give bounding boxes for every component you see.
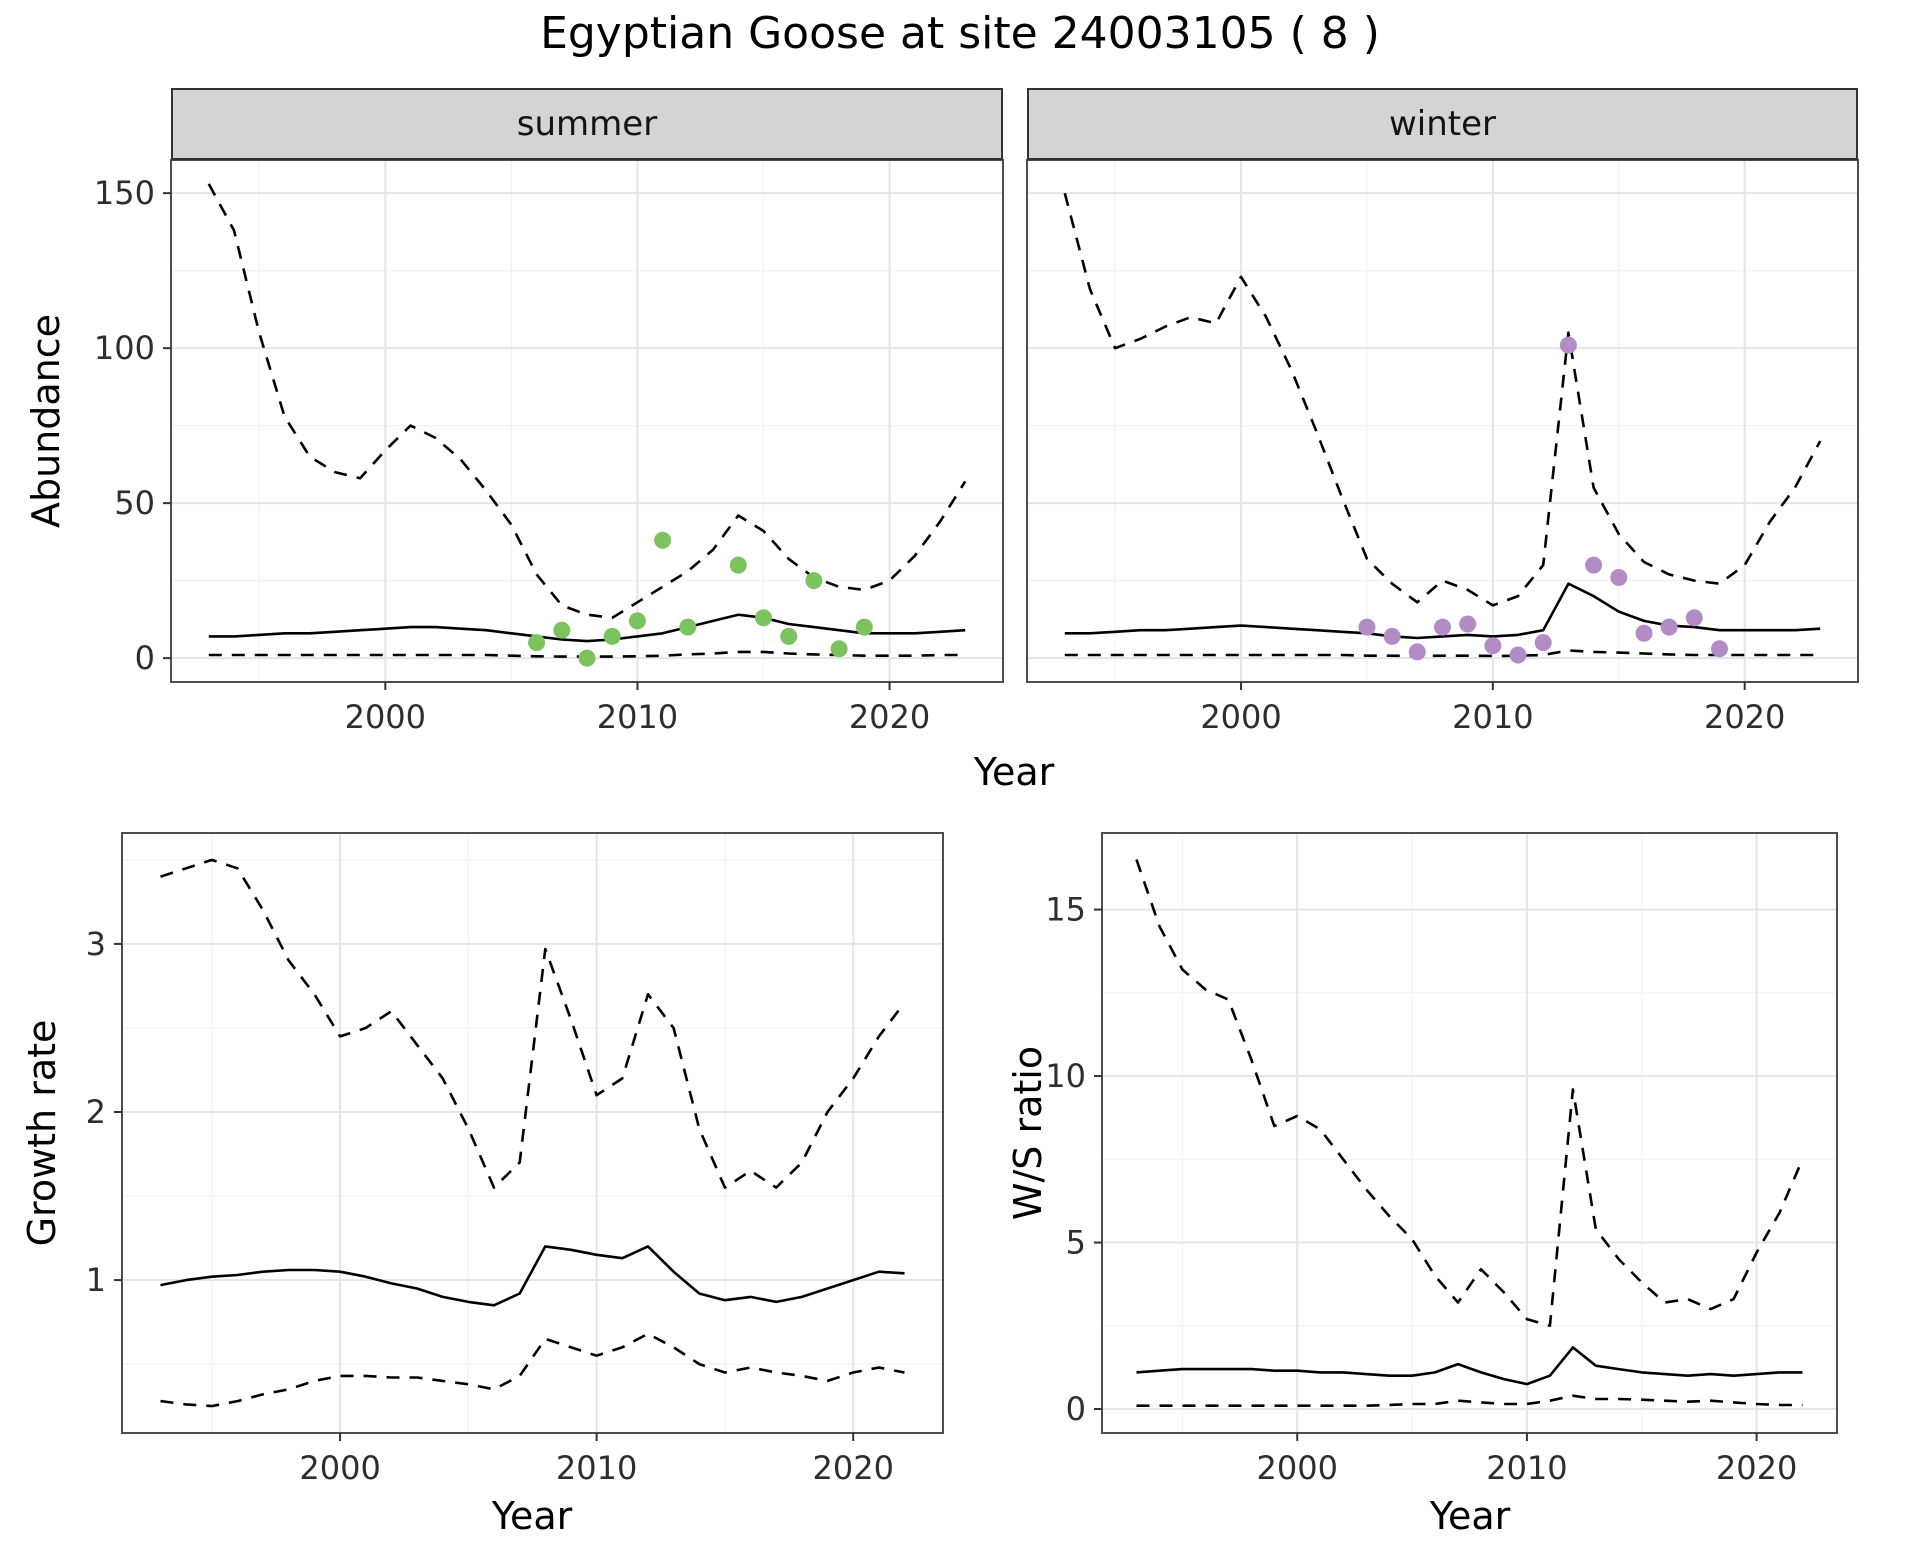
data-point: [1635, 624, 1653, 642]
data-point: [1610, 569, 1628, 586]
data-point: [805, 572, 823, 590]
y-axis-title-abundance: Abundance: [24, 313, 68, 529]
series-lower-ci: [1064, 649, 1821, 658]
x-tick-label: 2020: [1716, 1449, 1797, 1487]
data-point: [1459, 615, 1477, 633]
series-mean: [1064, 582, 1821, 640]
data-point: [654, 531, 672, 549]
y-axis-title-growth-rate: Growth rate: [20, 1019, 64, 1247]
x-axis-title-year-bottom-right: Year: [1429, 1494, 1511, 1538]
data-point: [578, 649, 596, 667]
data-point: [528, 634, 546, 652]
panel-abundance-winter: 2000 2010 2020: [1026, 159, 1859, 736]
x-tick-label: 2010: [556, 1449, 637, 1487]
data-point: [1711, 640, 1728, 658]
data-point: [1434, 618, 1451, 636]
chart-title: Egyptian Goose at site 24003105 ( 8 ): [540, 8, 1380, 59]
panel-growth-rate: 2000 2010 2020 1 2 3: [86, 832, 944, 1487]
series-upper-ci: [160, 858, 906, 1189]
x-tick-label: 2000: [1257, 1449, 1338, 1487]
panel-abundance-summer: 2000 2010 2020 0 50 100 150: [94, 159, 1004, 736]
series-mean: [1136, 1346, 1803, 1386]
x-tick-label: 2000: [299, 1449, 380, 1487]
data-point: [1585, 556, 1603, 574]
data-point: [1358, 618, 1376, 636]
data-point: [1660, 618, 1678, 636]
facet-strip-summer: summer: [171, 88, 1003, 160]
facet-strip-winter: winter: [1027, 88, 1858, 160]
y-tick-label: 50: [114, 484, 155, 522]
x-tick-label: 2020: [1704, 698, 1785, 736]
y-tick-label: 5: [1066, 1224, 1086, 1262]
y-tick-label: 3: [86, 925, 106, 963]
x-tick-label: 2020: [812, 1449, 893, 1487]
x-tick-label: 2000: [345, 698, 426, 736]
y-tick-label: 150: [94, 174, 155, 212]
series-upper-ci: [1135, 859, 1804, 1328]
data-point: [729, 556, 747, 574]
data-point: [1484, 637, 1502, 655]
x-tick-label: 2010: [1452, 698, 1533, 736]
y-tick-label: 1: [86, 1261, 106, 1299]
y-tick-label: 15: [1045, 891, 1086, 929]
y-tick-label: 100: [94, 329, 155, 367]
series-lower-ci: [1136, 1394, 1803, 1407]
data-point: [628, 612, 646, 630]
series-upper-ci: [1063, 192, 1822, 607]
x-tick-label: 2010: [597, 698, 678, 736]
x-axis-title-year-bottom-left: Year: [491, 1494, 573, 1538]
series-mean: [208, 613, 966, 643]
data-point: [1383, 627, 1401, 645]
data-point: [553, 621, 571, 639]
data-point: [1408, 643, 1426, 661]
data-point: [830, 640, 848, 658]
y-tick-label: 2: [86, 1093, 106, 1131]
series-upper-ci: [207, 183, 967, 620]
data-point: [1685, 609, 1703, 627]
data-point: [1559, 336, 1577, 354]
data-point: [780, 627, 798, 645]
data-point: [855, 618, 873, 636]
data-point: [679, 618, 697, 636]
data-point: [1509, 646, 1527, 664]
series-lower-ci: [160, 1332, 905, 1408]
data-point: [755, 609, 772, 627]
series-mean: [160, 1245, 905, 1307]
y-tick-label: 0: [1066, 1390, 1086, 1428]
y-tick-label: 0: [135, 639, 155, 677]
y-axis-title-ws-ratio: W/S ratio: [1006, 1045, 1050, 1221]
x-tick-label: 2010: [1486, 1449, 1567, 1487]
data-point: [1534, 634, 1552, 652]
x-tick-label: 2000: [1200, 698, 1281, 736]
x-tick-label: 2020: [849, 698, 930, 736]
panel-ws-ratio: 2000 2010 2020 0 5 10 15: [1045, 832, 1838, 1487]
y-tick-label: 10: [1045, 1057, 1086, 1095]
data-point: [603, 627, 621, 645]
x-axis-title-year-top: Year: [973, 750, 1055, 794]
